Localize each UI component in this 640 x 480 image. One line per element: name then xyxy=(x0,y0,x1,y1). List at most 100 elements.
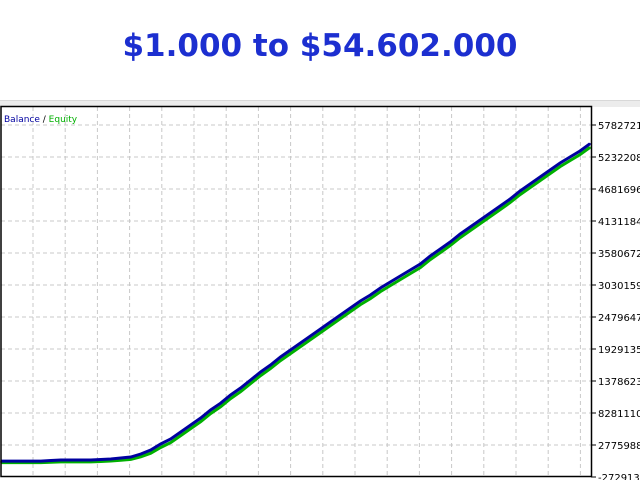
y-tick-label: 8281110 xyxy=(598,409,640,420)
data-point-balance xyxy=(20,460,22,462)
data-point-balance xyxy=(349,307,352,309)
data-point-equity xyxy=(569,159,571,162)
data-point-balance xyxy=(10,460,12,462)
legend: Balance / Equity xyxy=(4,115,78,125)
legend-balance: Balance xyxy=(4,115,40,125)
data-point-balance xyxy=(110,458,112,460)
data-point-equity xyxy=(199,420,202,423)
data-point-equity xyxy=(359,303,362,306)
data-point-equity xyxy=(269,367,272,370)
data-point-equity xyxy=(60,461,62,463)
legend-equity: Equity xyxy=(49,115,78,125)
y-tick-label: 2775988 xyxy=(598,441,640,452)
y-tick-label: 52322088 xyxy=(598,153,640,164)
data-point-equity xyxy=(479,222,481,225)
data-point-balance xyxy=(169,438,172,440)
y-tick-label: 46816966 xyxy=(598,185,640,196)
y-tick-label: 57827210 xyxy=(598,121,640,132)
y-tick-label: 24796477 xyxy=(598,313,640,324)
data-point-balance xyxy=(249,379,252,381)
data-point-balance xyxy=(439,248,442,250)
data-point-equity xyxy=(239,390,242,393)
data-point-equity xyxy=(289,352,292,355)
data-point-balance xyxy=(449,241,452,243)
chart-window-top-bar xyxy=(0,100,640,107)
series-line-equity xyxy=(1,146,591,465)
series-line-balance xyxy=(1,142,591,463)
data-point-equity xyxy=(379,290,382,293)
data-point-balance xyxy=(579,150,581,152)
data-point-balance xyxy=(499,205,501,207)
data-point-balance xyxy=(519,190,521,192)
data-point-equity xyxy=(309,338,312,341)
data-point-balance xyxy=(40,460,42,462)
series-lines xyxy=(0,142,591,465)
data-point-equity xyxy=(119,459,122,461)
data-point-equity xyxy=(429,258,432,261)
data-point-equity xyxy=(279,359,282,362)
data-point-equity xyxy=(509,201,511,204)
data-point-equity xyxy=(169,441,172,444)
data-point-balance xyxy=(389,281,392,283)
data-point-equity xyxy=(70,461,72,463)
data-point-equity xyxy=(159,446,162,449)
legend-separator: / xyxy=(40,115,49,125)
data-point-balance xyxy=(509,198,511,200)
data-point-equity xyxy=(219,405,222,408)
data-point-equity xyxy=(439,251,442,254)
data-point-equity xyxy=(179,434,182,437)
data-point-balance xyxy=(30,460,32,462)
data-point-balance xyxy=(209,409,212,411)
data-point-balance xyxy=(469,226,472,228)
data-point-balance xyxy=(259,371,262,373)
data-point-balance xyxy=(100,458,102,461)
data-point-equity xyxy=(299,345,302,348)
data-point-balance xyxy=(539,176,541,178)
data-point-equity xyxy=(409,272,412,275)
data-point-equity xyxy=(229,397,232,400)
data-point-equity xyxy=(389,284,392,287)
data-point-balance xyxy=(70,459,72,461)
data-point-equity xyxy=(539,179,541,182)
data-point-equity xyxy=(249,382,252,385)
data-point-balance xyxy=(159,443,162,445)
data-point-balance xyxy=(459,233,462,235)
data-point-equity xyxy=(499,208,501,211)
data-point-equity xyxy=(459,236,462,239)
data-point-equity xyxy=(399,278,402,281)
data-point-equity xyxy=(189,427,192,430)
data-point-equity xyxy=(469,229,472,232)
data-point-balance xyxy=(219,402,222,404)
grid xyxy=(1,107,591,477)
data-point-equity xyxy=(559,165,561,168)
chart-title: $1.000 to $54.602.000 xyxy=(122,28,518,64)
data-point-equity xyxy=(339,317,342,320)
data-point-balance xyxy=(60,459,62,461)
data-point-equity xyxy=(80,461,82,463)
data-point-equity xyxy=(139,456,142,458)
data-point-balance xyxy=(489,212,491,214)
data-point-balance xyxy=(589,142,591,145)
data-point-balance xyxy=(299,342,302,344)
data-point-balance xyxy=(279,356,282,358)
data-point-equity xyxy=(369,297,372,300)
data-point-equity xyxy=(519,193,521,196)
data-point-equity xyxy=(209,412,212,415)
data-point-balance xyxy=(269,364,272,366)
data-point-balance xyxy=(339,314,342,316)
data-point-balance xyxy=(429,255,432,257)
data-point-equity xyxy=(259,374,262,377)
data-point-balance xyxy=(369,294,372,296)
data-point-balance xyxy=(549,169,551,171)
data-point-balance xyxy=(119,457,122,459)
data-point-equity xyxy=(529,186,531,189)
data-point-equity xyxy=(110,460,112,462)
data-point-equity xyxy=(489,215,491,218)
data-point-balance xyxy=(139,453,142,455)
data-point-balance xyxy=(409,269,412,271)
data-point-equity xyxy=(579,153,581,156)
y-tick-label: 35806721 xyxy=(598,249,640,260)
data-point-equity xyxy=(149,452,152,455)
